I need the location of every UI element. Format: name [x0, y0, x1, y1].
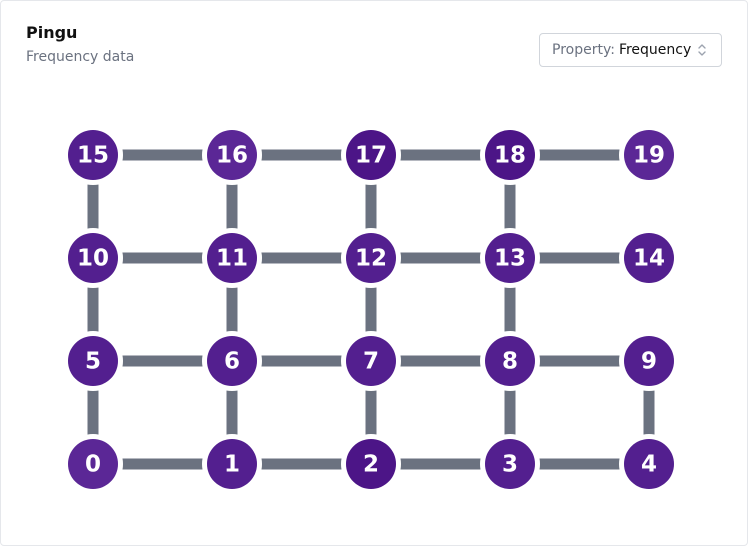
node-label: 4	[641, 452, 657, 478]
node-label: 9	[641, 349, 657, 375]
node-circle[interactable]	[68, 130, 118, 180]
node-circle[interactable]	[485, 439, 535, 489]
node-circle[interactable]	[624, 439, 674, 489]
node-label: 18	[494, 143, 526, 169]
node-13[interactable]: 13	[480, 228, 540, 288]
node-circle[interactable]	[68, 336, 118, 386]
property-select[interactable]: Property: Frequency	[539, 33, 722, 67]
node-12[interactable]: 12	[341, 228, 401, 288]
node-label: 14	[633, 246, 665, 272]
node-3[interactable]: 3	[480, 434, 540, 494]
node-label: 5	[85, 349, 101, 375]
node-circle[interactable]	[68, 439, 118, 489]
node-5[interactable]: 5	[63, 331, 123, 391]
node-circle[interactable]	[346, 233, 396, 283]
property-select-label: Property:	[552, 42, 615, 58]
node-9[interactable]: 9	[619, 331, 679, 391]
node-label: 17	[355, 143, 387, 169]
node-15[interactable]: 15	[63, 125, 123, 185]
node-7[interactable]: 7	[341, 331, 401, 391]
node-19[interactable]: 19	[619, 125, 679, 185]
node-label: 7	[363, 349, 379, 375]
node-label: 8	[502, 349, 518, 375]
chevron-up-down-icon	[698, 44, 706, 56]
node-circle[interactable]	[485, 336, 535, 386]
node-17[interactable]: 17	[341, 125, 401, 185]
node-6[interactable]: 6	[202, 331, 262, 391]
node-18[interactable]: 18	[480, 125, 540, 185]
node-label: 13	[494, 246, 526, 272]
node-label: 2	[363, 452, 379, 478]
node-circle[interactable]	[624, 233, 674, 283]
node-circle[interactable]	[207, 130, 257, 180]
node-circle[interactable]	[624, 336, 674, 386]
node-label: 6	[224, 349, 240, 375]
node-label: 3	[502, 452, 518, 478]
node-8[interactable]: 8	[480, 331, 540, 391]
node-circle[interactable]	[346, 336, 396, 386]
node-0[interactable]: 0	[63, 434, 123, 494]
node-label: 10	[77, 246, 109, 272]
node-circle[interactable]	[207, 336, 257, 386]
node-16[interactable]: 16	[202, 125, 262, 185]
node-4[interactable]: 4	[619, 434, 679, 494]
node-circle[interactable]	[485, 233, 535, 283]
node-circle[interactable]	[68, 233, 118, 283]
node-1[interactable]: 1	[202, 434, 262, 494]
node-circle[interactable]	[624, 130, 674, 180]
node-circle[interactable]	[346, 439, 396, 489]
node-circle[interactable]	[346, 130, 396, 180]
node-label: 19	[633, 143, 665, 169]
node-label: 0	[85, 452, 101, 478]
property-select-value: Frequency	[618, 42, 692, 58]
edges-layer	[87, 149, 655, 470]
node-label: 16	[216, 143, 248, 169]
node-label: 15	[77, 143, 109, 169]
node-circle[interactable]	[207, 233, 257, 283]
node-circle[interactable]	[207, 439, 257, 489]
node-label: 11	[216, 246, 248, 272]
page-title: Pingu	[26, 23, 78, 42]
node-circle[interactable]	[485, 130, 535, 180]
node-14[interactable]: 14	[619, 228, 679, 288]
node-label: 12	[355, 246, 387, 272]
node-2[interactable]: 2	[341, 434, 401, 494]
node-label: 1	[224, 452, 240, 478]
page-subtitle: Frequency data	[26, 49, 135, 65]
node-10[interactable]: 10	[63, 228, 123, 288]
node-11[interactable]: 11	[202, 228, 262, 288]
